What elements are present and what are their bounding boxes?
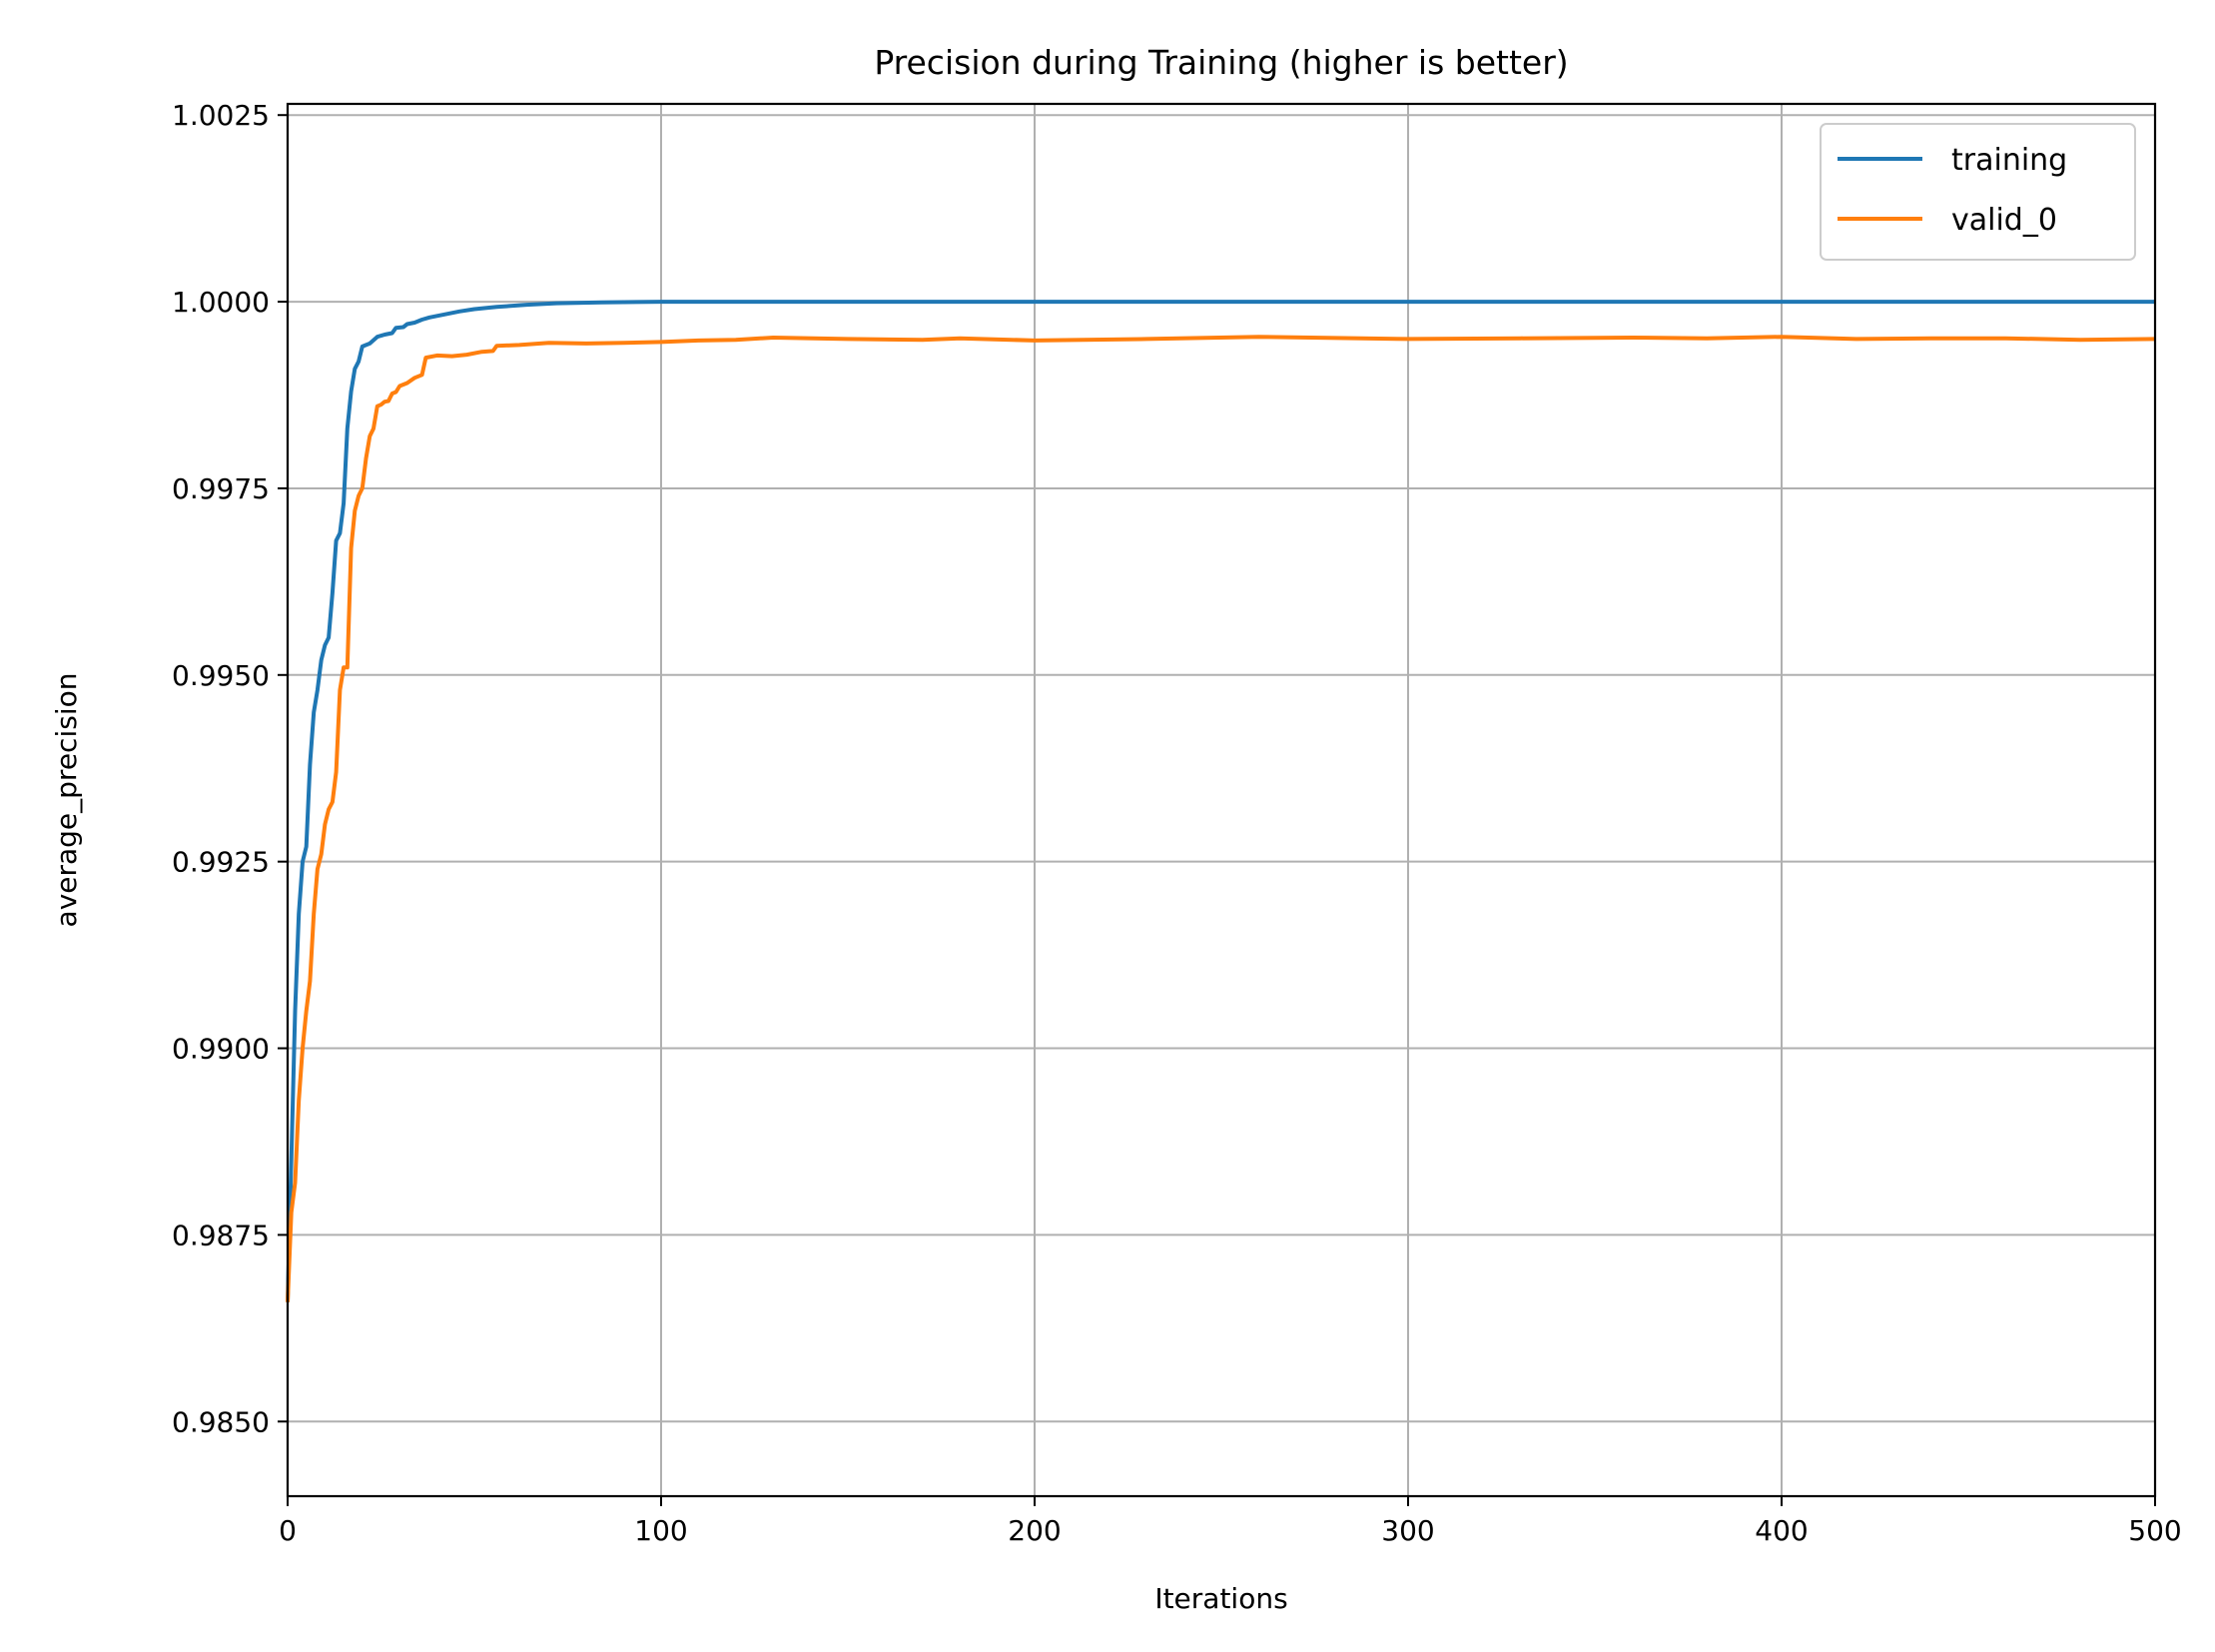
series-line-valid-0	[286, 335, 2156, 1302]
x-tick-label: 300	[1381, 1514, 1434, 1547]
legend-entry-label: training	[1951, 143, 2067, 178]
grid	[287, 104, 2156, 1496]
series-layer	[286, 300, 2156, 1302]
y-tick-label: 0.9875	[172, 1219, 270, 1251]
y-axis-label: average_precision	[50, 673, 83, 928]
x-tick-label: 0	[279, 1514, 297, 1547]
y-tick-label: 0.9950	[172, 659, 270, 692]
y-tick-label: 0.9975	[172, 472, 270, 505]
y-tick-label: 0.9925	[172, 846, 270, 879]
legend-entry-label: valid_0	[1951, 203, 2057, 238]
y-tick-label: 0.9900	[172, 1033, 270, 1066]
y-tick-label: 1.0025	[172, 99, 270, 132]
ticks: 0 100 200 300 400 500 0.9850 0.9875 0.9900 0.9925…	[172, 99, 2182, 1547]
y-tick-label: 1.0000	[172, 286, 270, 319]
x-tick-label: 100	[634, 1514, 687, 1547]
y-tick-label: 0.9850	[172, 1405, 270, 1438]
x-tick-label: 400	[1755, 1514, 1808, 1547]
x-axis-label: Iterations	[1154, 1582, 1287, 1615]
x-tick-label: 500	[2128, 1514, 2181, 1547]
series-line-training	[286, 300, 2155, 1302]
chart-title: Precision during Training (higher is bet…	[874, 43, 1568, 82]
legend: training valid_0	[1820, 123, 2136, 261]
plot-frame	[286, 102, 2157, 1498]
x-tick-label: 200	[1008, 1514, 1061, 1547]
